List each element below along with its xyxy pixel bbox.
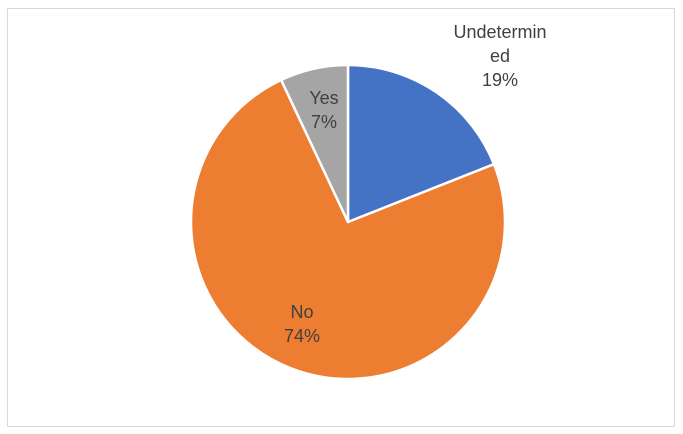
- pie-data-labels: Undetermin ed 19% No 74% Yes 7%: [284, 22, 547, 346]
- pie-slice-no: [189, 78, 507, 381]
- pie-slice-yes: [279, 63, 350, 224]
- data-label-no: No 74%: [284, 302, 320, 346]
- pie-slices: [189, 63, 507, 381]
- pie-slice-undetermined: [346, 63, 496, 224]
- data-label-undetermined: Undetermin ed 19%: [453, 22, 546, 90]
- data-label-yes: Yes 7%: [309, 88, 338, 132]
